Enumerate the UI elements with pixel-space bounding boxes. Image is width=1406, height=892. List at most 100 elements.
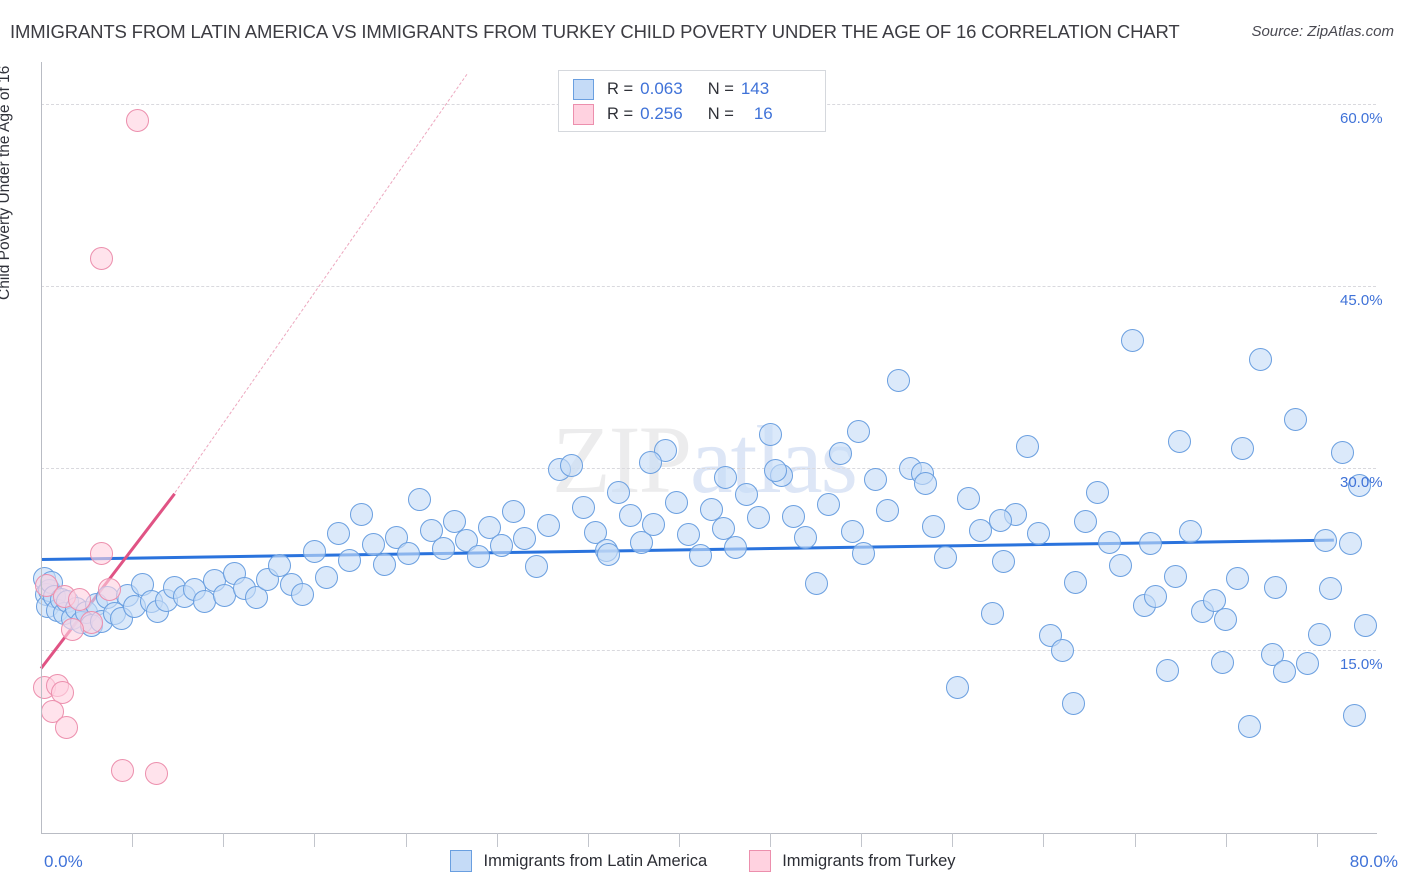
scatter-point[interactable]: [1109, 553, 1133, 577]
scatter-point[interactable]: [852, 541, 876, 565]
scatter-point[interactable]: [1214, 608, 1238, 632]
scatter-point[interactable]: [1249, 347, 1273, 371]
scatter-point[interactable]: [525, 554, 549, 578]
scatter-point[interactable]: [1319, 576, 1343, 600]
scatter-point[interactable]: [1062, 691, 1086, 715]
scatter-point[interactable]: [513, 527, 537, 551]
scatter-point[interactable]: [1264, 575, 1288, 599]
scatter-point[interactable]: [618, 504, 642, 527]
scatter-point[interactable]: [782, 505, 806, 529]
legend-item-turkey[interactable]: Immigrants from Turkey: [749, 850, 956, 872]
scatter-point[interactable]: [583, 520, 607, 544]
scatter-point[interactable]: [887, 369, 911, 393]
scatter-point[interactable]: [1231, 437, 1254, 461]
scatter-point[interactable]: [349, 502, 373, 526]
scatter-point[interactable]: [1202, 588, 1226, 612]
scatter-point[interactable]: [992, 550, 1016, 574]
legend-item-latin-america[interactable]: Immigrants from Latin America: [450, 850, 707, 872]
scatter-point[interactable]: [676, 523, 700, 547]
scatter-point[interactable]: [805, 571, 829, 595]
scatter-point[interactable]: [61, 617, 85, 641]
scatter-point[interactable]: [828, 442, 852, 466]
scatter-point[interactable]: [89, 541, 113, 565]
scatter-point[interactable]: [969, 518, 992, 542]
scatter-point[interactable]: [1237, 715, 1261, 738]
scatter-point[interactable]: [373, 552, 397, 576]
scatter-point[interactable]: [945, 676, 969, 700]
scatter-point[interactable]: [665, 490, 689, 514]
scatter-point[interactable]: [713, 466, 737, 490]
scatter-point[interactable]: [126, 108, 150, 132]
scatter-point[interactable]: [1314, 529, 1338, 553]
scatter-point[interactable]: [338, 548, 362, 572]
scatter-point[interactable]: [747, 506, 771, 530]
scatter-point[interactable]: [1155, 659, 1179, 683]
scatter-point[interactable]: [933, 546, 957, 570]
scatter-point[interactable]: [1284, 408, 1308, 432]
scatter-point[interactable]: [638, 450, 662, 474]
scatter-point[interactable]: [630, 530, 654, 554]
scatter-point[interactable]: [847, 420, 871, 444]
scatter-point[interactable]: [700, 497, 724, 521]
scatter-point[interactable]: [34, 574, 58, 598]
scatter-point[interactable]: [957, 487, 981, 511]
scatter-point[interactable]: [97, 577, 121, 601]
scatter-point[interactable]: [735, 483, 759, 507]
scatter-point[interactable]: [89, 246, 113, 270]
scatter-point[interactable]: [571, 495, 595, 519]
scatter-point[interactable]: [596, 542, 620, 566]
scatter-point[interactable]: [1050, 638, 1074, 662]
scatter-point[interactable]: [51, 681, 75, 705]
scatter-point[interactable]: [1331, 440, 1355, 464]
scatter-point[interactable]: [723, 535, 747, 559]
scatter-point[interactable]: [314, 565, 338, 589]
scatter-point[interactable]: [641, 512, 665, 536]
scatter-point[interactable]: [875, 499, 899, 523]
scatter-point[interactable]: [763, 459, 787, 483]
scatter-point[interactable]: [291, 582, 315, 606]
scatter-point[interactable]: [1307, 622, 1331, 646]
scatter-point[interactable]: [1074, 510, 1098, 534]
scatter-point[interactable]: [361, 533, 385, 557]
scatter-point[interactable]: [560, 454, 584, 478]
scatter-point[interactable]: [913, 472, 937, 496]
scatter-point[interactable]: [758, 422, 782, 446]
scatter-point[interactable]: [712, 517, 736, 541]
scatter-point[interactable]: [793, 525, 817, 549]
scatter-point[interactable]: [1164, 564, 1188, 588]
scatter-point[interactable]: [501, 500, 525, 524]
scatter-point[interactable]: [54, 716, 78, 740]
scatter-point[interactable]: [443, 510, 467, 534]
scatter-point[interactable]: [67, 587, 91, 611]
scatter-point[interactable]: [863, 467, 887, 491]
scatter-point[interactable]: [431, 536, 455, 560]
scatter-point[interactable]: [840, 519, 864, 543]
scatter-point[interactable]: [606, 480, 630, 504]
scatter-point[interactable]: [1085, 480, 1109, 504]
scatter-point[interactable]: [1139, 531, 1163, 555]
scatter-point[interactable]: [466, 545, 490, 569]
scatter-point[interactable]: [326, 522, 350, 546]
scatter-point[interactable]: [144, 762, 168, 786]
scatter-point[interactable]: [244, 586, 268, 610]
scatter-point[interactable]: [490, 534, 514, 558]
scatter-point[interactable]: [1272, 660, 1296, 684]
scatter-point[interactable]: [1342, 704, 1366, 728]
scatter-point[interactable]: [989, 508, 1013, 532]
scatter-point[interactable]: [1347, 473, 1371, 497]
scatter-point[interactable]: [1027, 522, 1051, 546]
scatter-point[interactable]: [817, 493, 841, 517]
scatter-point[interactable]: [1339, 531, 1363, 555]
scatter-point[interactable]: [1354, 614, 1378, 638]
scatter-point[interactable]: [1097, 530, 1121, 554]
scatter-point[interactable]: [396, 541, 420, 565]
scatter-point[interactable]: [268, 553, 292, 577]
scatter-point[interactable]: [1144, 585, 1168, 609]
scatter-point[interactable]: [1167, 430, 1191, 454]
scatter-point[interactable]: [980, 602, 1004, 626]
scatter-point[interactable]: [419, 518, 443, 542]
scatter-point[interactable]: [1225, 567, 1249, 591]
scatter-point[interactable]: [1120, 329, 1144, 353]
scatter-point[interactable]: [1179, 519, 1203, 543]
scatter-point[interactable]: [478, 516, 502, 540]
